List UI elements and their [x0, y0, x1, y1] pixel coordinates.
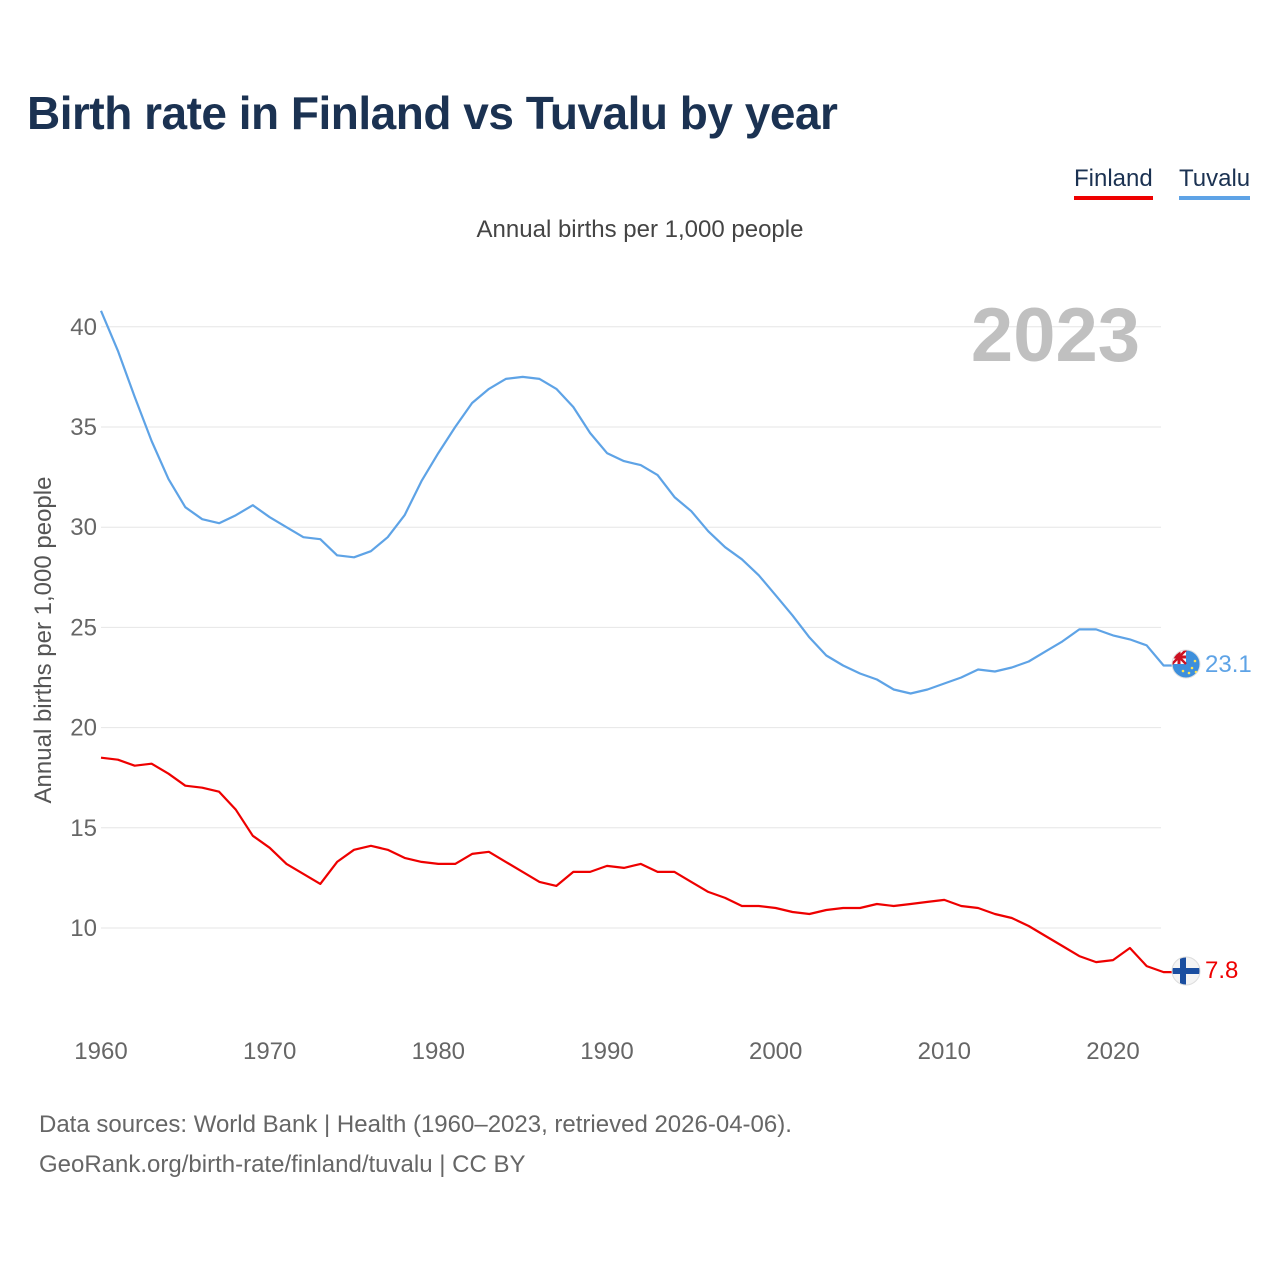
- footer: Data sources: World Bank | Health (1960–…: [39, 1105, 792, 1185]
- end-value-label-tuvalu: 23.1: [1205, 651, 1252, 678]
- y-tick-label: 20: [70, 715, 97, 742]
- legend-item-finland[interactable]: Finland: [1074, 165, 1153, 200]
- y-tick-label: 30: [70, 514, 97, 541]
- legend-item-tuvalu[interactable]: Tuvalu: [1179, 165, 1251, 200]
- x-tick-label: 2020: [1086, 1038, 1139, 1065]
- chart-subtitle: Annual births per 1,000 people: [476, 216, 804, 243]
- data-sources-note: Data sources: World Bank | Health (1960–…: [39, 1111, 792, 1138]
- y-tick-label: 40: [70, 314, 97, 341]
- grid-lines: [101, 326, 1161, 929]
- y-tick-label: 10: [70, 915, 97, 942]
- x-axis-ticks: 1960 1970 1980 1990 2000 2010 2020: [74, 1038, 1139, 1065]
- y-tick-label: 35: [70, 414, 97, 441]
- y-tick-label: 15: [70, 815, 97, 842]
- line-chart: 2023 10 15 20 25 30 35 40 1960 1970 1980 1990 2000…: [30, 293, 1252, 1065]
- tuvalu-flag-icon: [1171, 649, 1201, 679]
- x-tick-label: 2010: [918, 1038, 971, 1065]
- x-tick-label: 1990: [580, 1038, 633, 1065]
- year-watermark: 2023: [971, 293, 1140, 378]
- x-tick-label: 1960: [74, 1038, 127, 1065]
- finland-flag-icon: [1171, 956, 1201, 986]
- end-value-label-finland: 7.8: [1205, 957, 1238, 984]
- y-axis-label: Annual births per 1,000 people: [30, 477, 57, 804]
- x-tick-label: 1970: [243, 1038, 296, 1065]
- x-tick-label: 2000: [749, 1038, 802, 1065]
- chart-title: Birth rate in Finland vs Tuvalu by year: [27, 87, 838, 139]
- x-tick-label: 1980: [412, 1038, 465, 1065]
- y-tick-label: 25: [70, 614, 97, 641]
- y-axis-ticks: 10 15 20 25 30 35 40: [70, 314, 97, 942]
- series-line-finland[interactable]: [100, 756, 1172, 974]
- source-link[interactable]: GeoRank.org/birth-rate/finland/tuvalu | …: [39, 1151, 526, 1178]
- series-line-tuvalu[interactable]: [99, 310, 1172, 695]
